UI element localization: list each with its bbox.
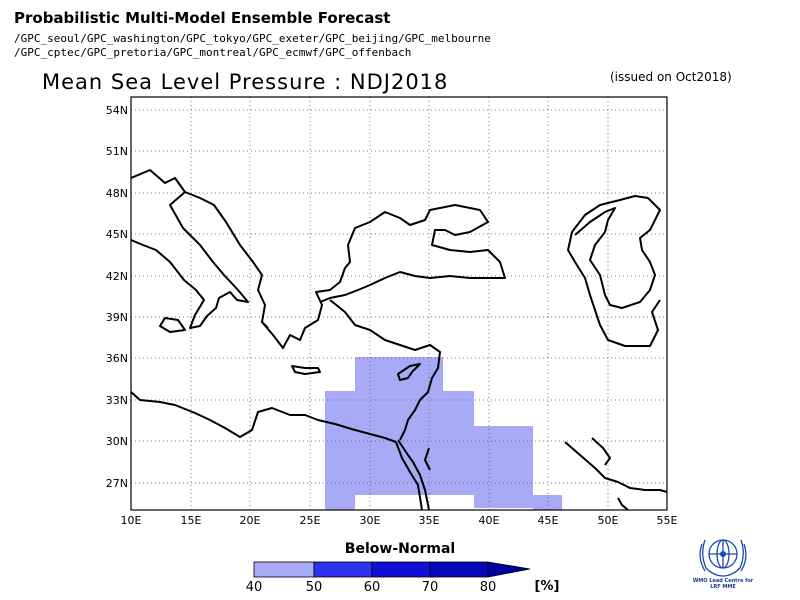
legend-label: 40 bbox=[245, 580, 263, 595]
wmo-caption: WMO Lead Centre for LRF MME bbox=[688, 578, 758, 590]
lon-tick-label: 40E bbox=[478, 514, 500, 527]
lon-tick-label: 50E bbox=[597, 514, 619, 527]
centres-line-1: /GPC_seoul/GPC_washington/GPC_tokyo/GPC_… bbox=[14, 32, 491, 45]
issued-label: (issued on Oct2018) bbox=[610, 70, 732, 84]
legend-unit-label: [%] bbox=[534, 579, 560, 594]
lat-tick-label: 42N bbox=[105, 270, 128, 283]
page-title: Probabilistic Multi-Model Ensemble Forec… bbox=[14, 9, 391, 27]
legend-colorbar bbox=[253, 561, 531, 578]
lat-tick-label: 48N bbox=[105, 187, 128, 200]
map-title: Mean Sea Level Pressure : NDJ2018 bbox=[42, 70, 449, 94]
lon-tick-label: 25E bbox=[299, 514, 321, 527]
lon-tick-label: 30E bbox=[359, 514, 381, 527]
legend-label: 60 bbox=[363, 580, 381, 595]
wmo-logo-icon bbox=[699, 539, 747, 577]
legend-swatch-40-50 bbox=[253, 561, 315, 578]
map-frame bbox=[130, 96, 668, 511]
below-normal-region bbox=[325, 357, 562, 510]
wmo-caption-line-1: WMO Lead Centre for bbox=[692, 578, 754, 584]
centres-line-2: /GPC_cptec/GPC_pretoria/GPC_montreal/GPC… bbox=[14, 46, 412, 59]
legend-swatch-60-70 bbox=[371, 561, 431, 578]
lat-tick-label: 36N bbox=[105, 352, 128, 365]
coastlines bbox=[130, 169, 668, 511]
lat-tick-label: 51N bbox=[105, 145, 128, 158]
lon-tick-label: 10E bbox=[120, 514, 142, 527]
lat-tick-label: 27N bbox=[105, 477, 128, 490]
wmo-caption-line-2: LRF MME bbox=[710, 584, 736, 590]
lat-tick-label: 45N bbox=[105, 228, 128, 241]
legend-title: Below-Normal bbox=[344, 541, 456, 557]
legend-label: 70 bbox=[421, 580, 439, 595]
legend-label: 50 bbox=[305, 580, 323, 595]
lon-tick-label: 45E bbox=[537, 514, 559, 527]
lat-tick-label: 33N bbox=[105, 394, 128, 407]
unshaded-gap bbox=[356, 496, 473, 509]
lat-tick-label: 39N bbox=[105, 311, 128, 324]
lat-tick-label: 54N bbox=[105, 104, 128, 117]
legend-swatch-50-60 bbox=[313, 561, 373, 578]
legend-label: 80 bbox=[479, 580, 497, 595]
lon-tick-label: 55E bbox=[656, 514, 678, 527]
lon-tick-label: 15E bbox=[180, 514, 202, 527]
legend-swatch-70-80 bbox=[429, 561, 489, 578]
lon-tick-label: 35E bbox=[418, 514, 440, 527]
legend-swatch-80-plus bbox=[487, 561, 531, 578]
lat-tick-label: 30N bbox=[105, 435, 128, 448]
lon-tick-label: 20E bbox=[239, 514, 261, 527]
grid-lines bbox=[131, 97, 667, 510]
